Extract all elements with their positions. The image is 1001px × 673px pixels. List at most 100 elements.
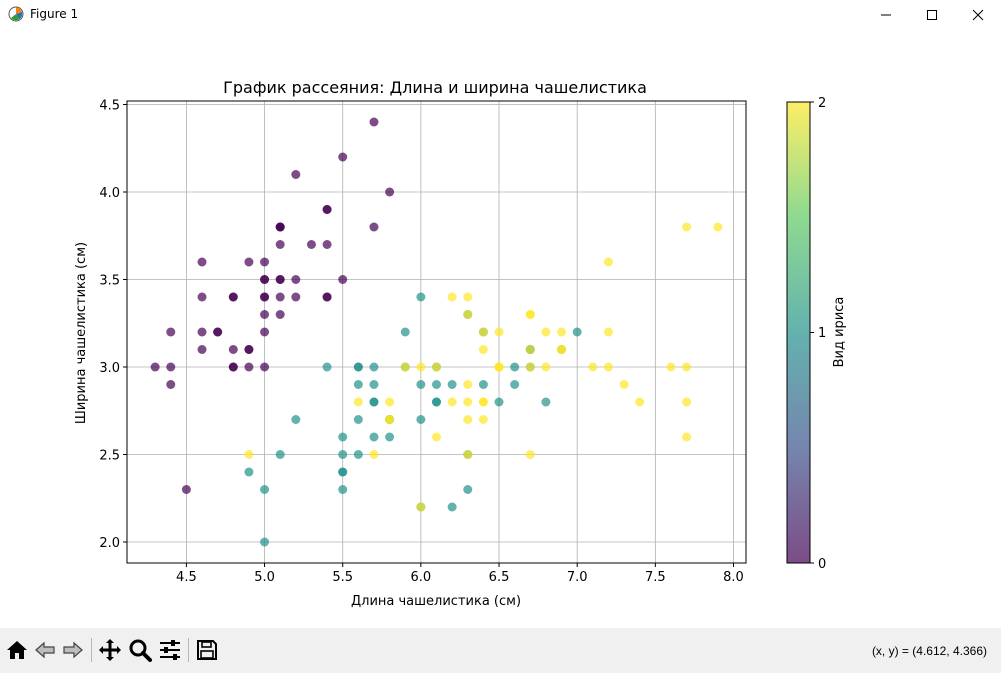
maximize-button[interactable] (909, 0, 955, 30)
data-point-class-2 (604, 328, 613, 337)
toolbar-separator (188, 638, 189, 662)
y-tick-label: 2.0 (99, 536, 120, 551)
data-point-class-2 (463, 398, 472, 407)
x-axis: 4.5 5.0 5.5 6.0 6.5 7.0 7.5 8.0 (176, 563, 744, 585)
data-point-class-0 (291, 293, 300, 302)
home-button[interactable] (3, 636, 31, 664)
close-button[interactable] (955, 0, 1001, 30)
data-point-class-0 (182, 485, 191, 494)
data-point-class-2 (479, 328, 488, 337)
data-point-class-1 (510, 363, 519, 372)
data-point-class-1 (385, 433, 394, 442)
data-point-class-0 (244, 363, 253, 372)
x-tick-label: 6.0 (411, 570, 432, 585)
data-point-class-0 (260, 328, 269, 337)
data-point-class-1 (401, 328, 410, 337)
data-point-class-0 (369, 118, 378, 127)
data-point-class-1 (338, 433, 347, 442)
data-point-class-2 (385, 398, 394, 407)
data-point-class-1 (448, 380, 457, 389)
data-point-class-2 (682, 433, 691, 442)
data-point-class-1 (479, 380, 488, 389)
close-icon (972, 9, 984, 21)
data-point-class-1 (416, 415, 425, 424)
data-point-class-0 (198, 345, 207, 354)
maximize-icon (926, 9, 938, 21)
data-point-class-2 (401, 363, 410, 372)
data-point-class-2 (463, 450, 472, 459)
data-point-class-2 (463, 415, 472, 424)
zoom-button[interactable] (126, 636, 154, 664)
colorbar-tick-label: 0 (818, 557, 826, 572)
data-point-class-2 (463, 310, 472, 319)
data-point-class-1 (369, 398, 378, 407)
matplotlib-icon (8, 6, 24, 22)
data-point-class-1 (432, 380, 441, 389)
back-button[interactable] (31, 636, 59, 664)
data-point-class-0 (260, 363, 269, 372)
forward-button[interactable] (59, 636, 87, 664)
pan-button[interactable] (96, 636, 124, 664)
data-point-class-1 (369, 363, 378, 372)
data-point-class-1 (260, 485, 269, 494)
data-point-class-2 (666, 363, 675, 372)
y-tick-label: 2.5 (99, 449, 120, 464)
data-point-class-0 (213, 328, 222, 337)
data-point-class-2 (479, 398, 488, 407)
colorbar: 2 1 0 Вид ириса (787, 96, 847, 572)
data-point-class-2 (448, 293, 457, 302)
data-point-class-0 (244, 258, 253, 267)
chart-title: График рассеяния: Длина и ширина чашелис… (223, 78, 647, 97)
save-button[interactable] (193, 636, 221, 664)
data-point-class-2 (369, 450, 378, 459)
x-tick-label: 4.5 (176, 570, 197, 585)
data-point-class-1 (416, 380, 425, 389)
home-icon (6, 639, 28, 661)
data-point-class-0 (151, 363, 160, 372)
configure-subplots-button[interactable] (156, 636, 184, 664)
y-tick-label: 4.5 (99, 99, 120, 114)
y-tick-label: 3.5 (99, 274, 120, 289)
data-points (151, 118, 723, 547)
data-point-class-1 (354, 450, 363, 459)
data-point-class-0 (291, 170, 300, 179)
data-point-class-1 (369, 380, 378, 389)
y-tick-label: 3.0 (99, 361, 120, 376)
data-point-class-2 (713, 223, 722, 232)
data-point-class-2 (541, 363, 550, 372)
data-point-class-1 (354, 363, 363, 372)
cursor-coordinates: (x, y) = (4.612, 4.366) (872, 644, 987, 658)
figure-canvas[interactable]: 4.5 5.0 5.5 6.0 6.5 7.0 7.5 8.0 2.0 2.5 3.0 3.5 4.0… (0, 30, 1001, 628)
data-point-class-1 (463, 485, 472, 494)
sliders-icon (158, 638, 182, 662)
data-point-class-2 (526, 310, 535, 319)
navigation-toolbar: (x, y) = (4.612, 4.366) (0, 628, 1001, 673)
data-point-class-0 (166, 328, 175, 337)
data-point-class-0 (166, 363, 175, 372)
colorbar-tick-label: 2 (818, 96, 826, 111)
data-point-class-0 (385, 188, 394, 197)
x-tick-label: 7.0 (567, 570, 588, 585)
data-point-class-0 (276, 275, 285, 284)
data-point-class-2 (541, 328, 550, 337)
data-point-class-1 (244, 468, 253, 477)
data-point-class-0 (338, 153, 347, 162)
pan-icon (98, 638, 122, 662)
data-point-class-2 (495, 363, 504, 372)
data-point-class-0 (198, 293, 207, 302)
x-tick-label: 7.5 (645, 570, 666, 585)
data-point-class-1 (338, 450, 347, 459)
minimize-button[interactable] (863, 0, 909, 30)
data-point-class-1 (432, 398, 441, 407)
data-point-class-0 (198, 258, 207, 267)
y-axis: 2.0 2.5 3.0 3.5 4.0 4.5 (99, 99, 127, 552)
data-point-class-2 (620, 380, 629, 389)
data-point-class-0 (260, 275, 269, 284)
data-point-class-0 (229, 345, 238, 354)
data-point-class-2 (557, 328, 566, 337)
data-point-class-2 (526, 345, 535, 354)
data-point-class-1 (495, 398, 504, 407)
data-point-class-0 (166, 380, 175, 389)
y-tick-label: 4.0 (99, 186, 120, 201)
data-point-class-0 (244, 345, 253, 354)
